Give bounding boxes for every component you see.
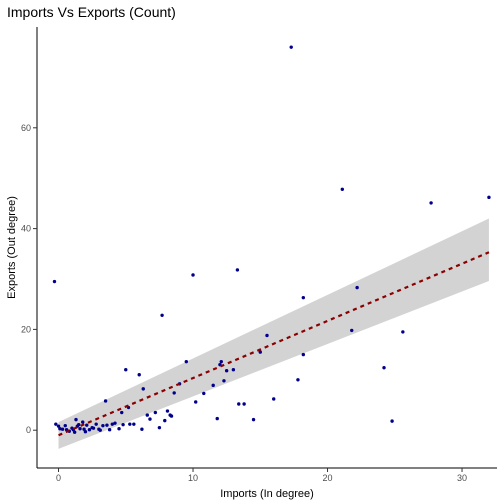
data-point [154, 411, 157, 414]
data-point [146, 413, 149, 416]
data-point [105, 423, 108, 426]
data-point [117, 427, 120, 430]
data-point [225, 369, 228, 372]
data-point [242, 402, 245, 405]
data-point [53, 280, 56, 283]
data-point [113, 421, 116, 424]
data-point [85, 423, 88, 426]
data-point [94, 422, 97, 425]
data-point [104, 399, 107, 402]
data-point [236, 268, 239, 271]
data-point [296, 378, 299, 381]
data-point [382, 366, 385, 369]
data-point [216, 417, 219, 420]
data-point [166, 409, 169, 412]
confidence-band [59, 219, 489, 449]
data-point [265, 334, 268, 337]
x-tick-label: 0 [56, 473, 61, 483]
data-point [54, 422, 57, 425]
x-tick-label: 20 [323, 473, 333, 483]
data-point [88, 428, 91, 431]
data-point [101, 424, 104, 427]
y-axis-ticks: 0 20 40 60 [21, 123, 37, 435]
data-point [124, 368, 127, 371]
data-point [487, 196, 490, 199]
data-point [252, 418, 255, 421]
data-point [194, 400, 197, 403]
data-point [341, 188, 344, 191]
data-point [108, 428, 111, 431]
data-point [302, 296, 305, 299]
x-axis-ticks: 0 10 20 30 [56, 468, 467, 483]
data-point [163, 419, 166, 422]
data-point [148, 417, 151, 420]
data-point [220, 360, 223, 363]
data-point [211, 384, 214, 387]
data-point [350, 329, 353, 332]
data-point [61, 427, 64, 430]
data-point [128, 422, 131, 425]
data-point [170, 414, 173, 417]
y-axis-title: Exports (Out degree) [6, 196, 18, 299]
data-point [84, 430, 87, 433]
data-point [160, 314, 163, 317]
data-point [429, 201, 432, 204]
data-point [64, 424, 67, 427]
data-point [140, 427, 143, 430]
data-point [232, 368, 235, 371]
y-tick-label: 60 [21, 123, 31, 133]
data-point [142, 387, 145, 390]
data-point [401, 330, 404, 333]
x-tick-label: 30 [457, 473, 467, 483]
data-point [99, 429, 102, 432]
data-point [132, 422, 135, 425]
data-point [92, 426, 95, 429]
data-point [390, 419, 393, 422]
data-point [172, 391, 175, 394]
confidence-band-layer [59, 219, 489, 449]
data-point [272, 397, 275, 400]
data-point [290, 45, 293, 48]
data-point [74, 418, 77, 421]
data-point [121, 423, 124, 426]
data-point [302, 353, 305, 356]
points-layer [53, 45, 491, 433]
data-point [158, 426, 161, 429]
data-point [73, 431, 76, 434]
data-point [185, 360, 188, 363]
data-point [237, 402, 240, 405]
y-tick-label: 20 [21, 324, 31, 334]
data-point [222, 379, 225, 382]
data-point [120, 411, 123, 414]
x-tick-label: 10 [188, 473, 198, 483]
y-tick-label: 40 [21, 224, 31, 234]
y-tick-label: 0 [26, 425, 31, 435]
data-point [191, 273, 194, 276]
data-point [78, 427, 81, 430]
data-point [138, 373, 141, 376]
data-point [77, 423, 80, 426]
data-point [202, 392, 205, 395]
x-axis-title: Imports (In degree) [220, 488, 314, 500]
data-point [355, 286, 358, 289]
data-point [81, 420, 84, 423]
